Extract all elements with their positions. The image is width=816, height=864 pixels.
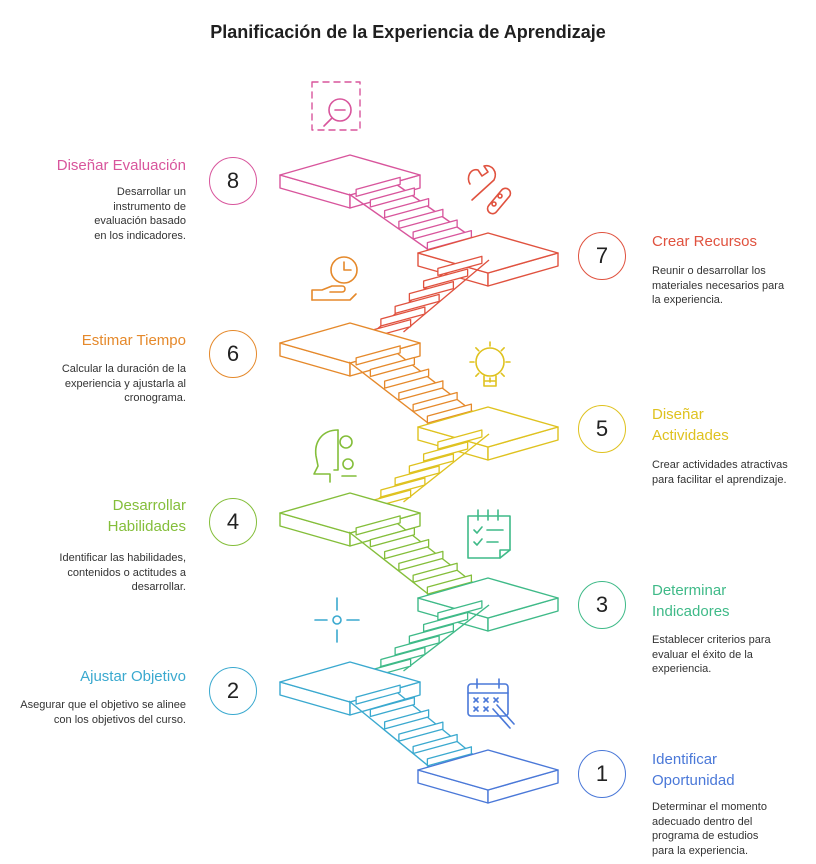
- stairs-3-4: [348, 515, 479, 600]
- step-3-number: 3: [578, 581, 626, 629]
- calendar-pen-icon: [467, 678, 515, 729]
- step-4-title: Desarrollar Habilidades: [107, 497, 186, 535]
- step-3-description: Establecer criterios para evaluar el éxi…: [652, 634, 771, 675]
- stairs-6-7: [359, 255, 490, 345]
- step-4-number: 4: [209, 498, 257, 546]
- step-5-title: Diseñar Actividades: [652, 406, 729, 444]
- landing-2: [279, 661, 421, 716]
- lightbulb-gear-icon: [469, 341, 511, 387]
- step-2-title: Ajustar Objetivo: [80, 668, 186, 685]
- step-4-description: Identificar las habilidades, contenidos …: [59, 552, 186, 593]
- step-8-description: Desarrollar un instrumento de evaluación…: [94, 186, 186, 242]
- page-title: Planificación de la Experiencia de Apren…: [210, 22, 606, 42]
- step-1-description: Determinar el momento adecuado dentro de…: [652, 801, 767, 857]
- landing-8: [279, 154, 421, 209]
- step-6-description: Calcular la duración de la experiencia y…: [61, 363, 186, 404]
- step-6-number: 6: [209, 330, 257, 378]
- step-1-title: Identificar Oportunidad: [652, 751, 735, 789]
- step-8-title: Diseñar Evaluación: [56, 157, 186, 174]
- checklist-icon: [467, 509, 511, 559]
- step-5-number: 5: [578, 405, 626, 453]
- search-evaluation-icon: [311, 81, 361, 131]
- step-6-title: Estimar Tiempo: [81, 332, 186, 349]
- step-8-number: 8: [209, 157, 257, 205]
- landing-3: [417, 577, 559, 632]
- clock-hand-icon: [311, 256, 358, 301]
- stairs-1-2: [348, 684, 479, 772]
- step-1-number: 1: [578, 750, 626, 798]
- step-2-number: 2: [209, 667, 257, 715]
- stairs-4-5: [359, 429, 490, 515]
- step-7-number: 7: [578, 232, 626, 280]
- head-gears-icon: [313, 429, 357, 483]
- landing-7: [417, 232, 559, 287]
- tools-icon: [467, 164, 512, 215]
- step-3-title: Determinar Indicadores: [652, 582, 730, 620]
- target-crosshair-icon: [314, 597, 360, 643]
- landing-6: [279, 322, 421, 377]
- stairs-5-6: [348, 345, 479, 429]
- step-5-description: Crear actividades atractivas para facili…: [652, 459, 788, 486]
- step-2-description: Asegurar que el objetivo se alinee con l…: [20, 699, 186, 726]
- stairs-7-8: [348, 176, 479, 255]
- landing-1: [417, 749, 559, 804]
- step-7-description: Reunir o desarrollar los materiales nece…: [652, 265, 785, 306]
- step-7-title: Crear Recursos: [652, 233, 758, 250]
